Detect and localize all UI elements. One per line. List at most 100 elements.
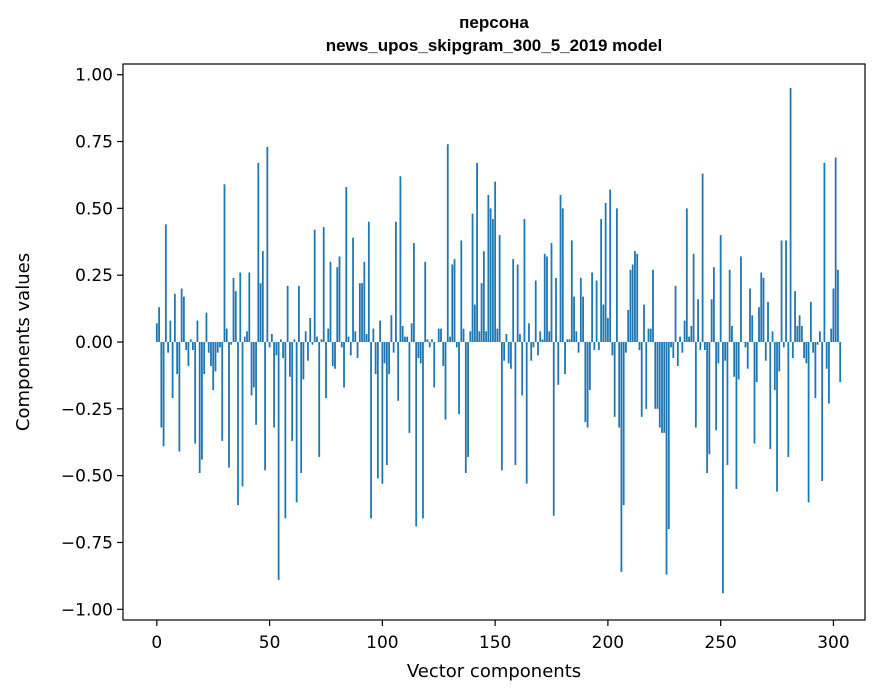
bar <box>354 331 357 342</box>
bar <box>464 342 467 473</box>
bar <box>279 339 282 342</box>
bar <box>609 189 612 342</box>
bar <box>358 283 361 342</box>
bar <box>196 320 199 342</box>
bar <box>478 331 481 342</box>
bar <box>482 251 485 342</box>
bar <box>462 328 465 342</box>
bar <box>252 342 255 388</box>
bar <box>546 256 548 342</box>
bar <box>584 342 587 423</box>
bar <box>428 342 431 348</box>
bar <box>552 342 555 516</box>
bar <box>658 342 661 428</box>
bar <box>334 342 336 369</box>
bar <box>455 342 458 348</box>
bar <box>282 342 285 359</box>
y-axis-ticks: 1.00 0.75 0.50 0.25 0.00 −0.25 −0.50 −0.75 −1.00 <box>61 66 123 620</box>
bar <box>674 285 677 342</box>
bar <box>710 299 713 342</box>
bar <box>800 325 803 342</box>
y-tick-label: −0.25 <box>61 400 113 420</box>
bar <box>453 259 456 342</box>
bar <box>564 342 566 375</box>
bar <box>223 184 226 342</box>
bar <box>577 342 580 353</box>
bar <box>613 342 616 417</box>
y-tick-label: −1.00 <box>61 600 113 620</box>
bar <box>514 342 517 465</box>
bar <box>473 304 476 342</box>
bar <box>205 312 208 342</box>
bar <box>401 325 404 342</box>
bar <box>210 342 212 367</box>
bar <box>812 342 815 353</box>
bar <box>503 342 506 361</box>
bar <box>467 342 469 457</box>
bar <box>620 342 623 572</box>
bar <box>685 208 688 342</box>
bar <box>261 251 264 342</box>
bar <box>782 342 785 348</box>
bar <box>415 342 418 527</box>
bar <box>647 328 650 342</box>
bar <box>537 342 539 356</box>
bar <box>550 243 553 342</box>
bar <box>268 342 271 348</box>
bar <box>187 342 190 367</box>
bar <box>823 162 826 342</box>
bar <box>832 288 835 342</box>
bar <box>798 315 801 342</box>
bar <box>640 342 643 417</box>
bar <box>573 296 575 342</box>
bar <box>521 342 524 396</box>
y-tick-label: 0.50 <box>75 199 113 219</box>
bar <box>555 277 557 342</box>
bar <box>787 342 790 457</box>
bar <box>424 261 427 342</box>
bar <box>489 208 492 342</box>
bar <box>259 283 262 342</box>
bar <box>162 342 165 447</box>
bar <box>539 331 542 342</box>
bar <box>528 323 530 342</box>
bar <box>304 331 307 342</box>
bar <box>543 253 546 342</box>
bar <box>737 342 740 380</box>
bar <box>169 320 172 342</box>
bar <box>198 342 201 473</box>
bar <box>331 342 334 367</box>
bar <box>322 227 325 342</box>
bar <box>534 280 537 342</box>
bar <box>735 342 738 490</box>
bar <box>627 309 630 342</box>
bar <box>667 342 670 530</box>
bar <box>264 342 266 471</box>
bar <box>340 342 343 348</box>
bar <box>548 331 551 342</box>
bar <box>201 342 203 460</box>
bar <box>397 342 400 401</box>
bar <box>724 342 727 361</box>
bar <box>225 328 228 342</box>
bar <box>597 342 600 351</box>
bar <box>703 342 706 351</box>
x-axis-label: Vector components <box>407 661 581 682</box>
bar <box>505 333 508 342</box>
bar <box>510 342 512 369</box>
bar <box>219 342 221 348</box>
bar <box>437 328 440 342</box>
bar <box>496 328 499 342</box>
bar <box>512 259 515 342</box>
bar <box>602 304 605 342</box>
bar <box>248 272 251 342</box>
bar <box>298 285 300 342</box>
bar <box>656 342 659 409</box>
bar <box>611 342 614 356</box>
bar <box>688 336 690 342</box>
bar <box>500 342 503 471</box>
bar <box>837 269 839 342</box>
bar <box>764 342 767 361</box>
chart-title-line2: news_upos_skipgram_300_5_2019 model <box>326 36 662 55</box>
x-axis-ticks: 0 50 100 150 200 250 300 <box>151 620 850 653</box>
